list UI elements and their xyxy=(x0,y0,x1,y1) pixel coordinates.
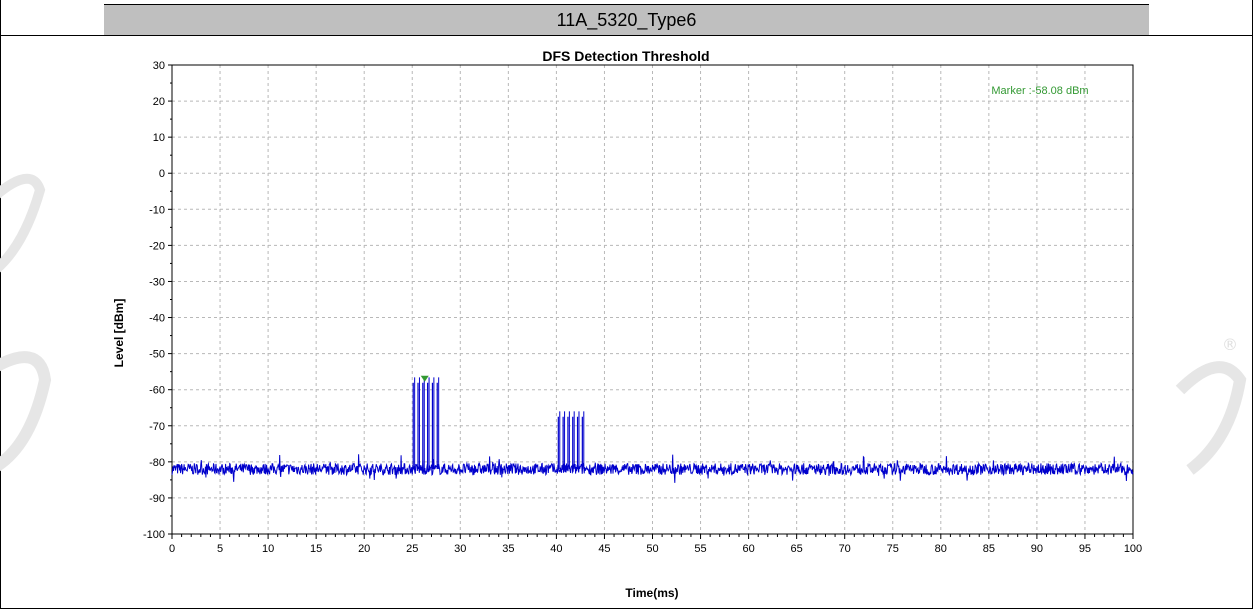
y-tick-label: 30 xyxy=(153,60,165,72)
dfs-chart: DFS Detection Threshold Level [dBm] Time… xyxy=(112,48,1142,600)
x-tick-label: 60 xyxy=(742,543,754,555)
x-tick-label: 35 xyxy=(502,543,514,555)
header-bar: 11A_5320_Type6 xyxy=(104,4,1149,36)
y-axis-label: Level [dBm] xyxy=(112,299,126,368)
y-tick-label: 0 xyxy=(159,168,165,180)
x-tick-label: 65 xyxy=(791,543,803,555)
pulse-bursts xyxy=(412,377,585,470)
x-tick-label: 50 xyxy=(646,543,658,555)
marker-triangle xyxy=(420,375,429,382)
x-tick-label: 15 xyxy=(310,543,322,555)
x-tick-label: 10 xyxy=(262,543,274,555)
x-tick-label: 75 xyxy=(887,543,899,555)
svg-text:®: ® xyxy=(1222,335,1238,354)
x-tick-label: 20 xyxy=(358,543,370,555)
x-tick-label: 25 xyxy=(406,543,418,555)
watermark-right: ® xyxy=(1175,335,1247,475)
y-tick-label: -50 xyxy=(149,349,165,361)
x-tick-label: 0 xyxy=(169,543,175,555)
y-tick-label: -60 xyxy=(149,385,165,397)
y-tick-label: -20 xyxy=(149,240,165,252)
y-tick-label: -30 xyxy=(149,276,165,288)
x-tick-label: 100 xyxy=(1124,543,1142,555)
watermark-left: ® xyxy=(0,173,52,472)
x-tick-label: 5 xyxy=(217,543,223,555)
x-tick-label: 80 xyxy=(935,543,947,555)
y-tick-label: -40 xyxy=(149,313,165,325)
x-tick-label: 55 xyxy=(694,543,706,555)
y-axis: 30 20 10 0 -10 -20 -30 -40 -50 -60 -70 -80 -90 -100 xyxy=(143,60,172,541)
chart-title: DFS Detection Threshold xyxy=(542,48,709,64)
x-tick-label: 40 xyxy=(550,543,562,555)
x-tick-label: 45 xyxy=(598,543,610,555)
x-tick-label: 85 xyxy=(983,543,995,555)
x-tick-label: 70 xyxy=(839,543,851,555)
y-tick-label: -90 xyxy=(149,493,165,505)
grid xyxy=(172,65,1133,534)
x-tick-label: 30 xyxy=(454,543,466,555)
page-title: 11A_5320_Type6 xyxy=(556,10,697,30)
y-tick-label: -10 xyxy=(149,204,165,216)
x-axis-label: Time(ms) xyxy=(625,586,678,600)
series-trace xyxy=(171,454,1134,483)
y-tick-label: -80 xyxy=(149,457,165,469)
y-tick-label: 20 xyxy=(153,96,165,108)
x-axis: 0 5 10 15 20 25 30 35 40 45 50 55 60 65 70 75 80 85 90 95 10… xyxy=(169,534,1142,555)
x-tick-label: 90 xyxy=(1031,543,1043,555)
x-tick-label: 95 xyxy=(1079,543,1091,555)
y-tick-label: -100 xyxy=(143,529,165,541)
y-tick-label: -70 xyxy=(149,421,165,433)
y-tick-label: 10 xyxy=(153,132,165,144)
marker-annotation: Marker :-58.08 dBm xyxy=(991,85,1088,97)
